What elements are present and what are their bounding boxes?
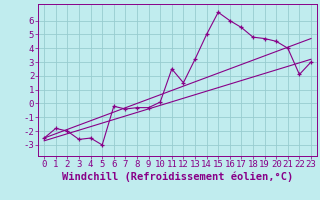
- X-axis label: Windchill (Refroidissement éolien,°C): Windchill (Refroidissement éolien,°C): [62, 172, 293, 182]
